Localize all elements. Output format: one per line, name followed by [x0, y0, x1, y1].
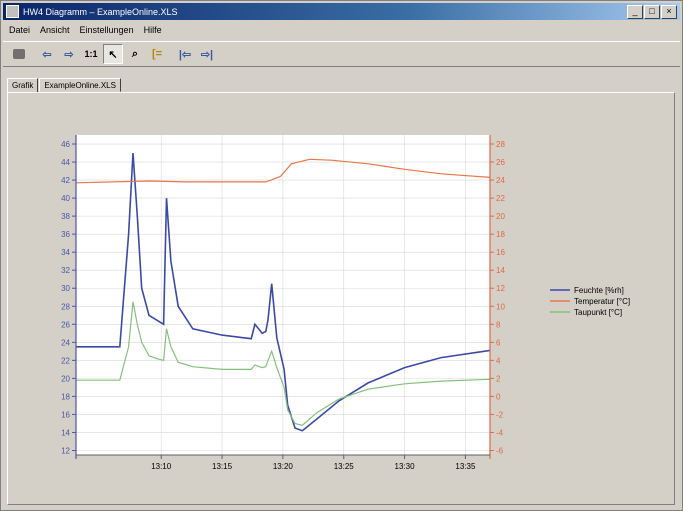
x-tick-label: 13:25	[334, 462, 355, 471]
one-to-one-icon: 1:1	[84, 49, 98, 59]
right-tick-label: 20	[496, 212, 505, 221]
menu-ansicht[interactable]: Ansicht	[40, 25, 70, 35]
right-tick-label: 12	[496, 284, 505, 293]
left-tick-label: 22	[61, 356, 70, 365]
close-button[interactable]: ×	[661, 5, 677, 19]
left-tick-label: 44	[61, 158, 70, 167]
left-tick-label: 14	[61, 428, 70, 437]
printer-icon	[13, 49, 25, 59]
minimize-button[interactable]: _	[627, 5, 643, 19]
chart: 121416182022242628303234363840424446-6-4…	[61, 135, 630, 471]
right-tick-label: 28	[496, 140, 505, 149]
series-line-temperatur	[75, 158, 491, 184]
left-tick-label: 32	[61, 266, 70, 275]
print-button[interactable]	[9, 44, 29, 64]
left-tick-label: 40	[61, 194, 70, 203]
tab-exampleonline[interactable]: ExampleOnline.XLS	[39, 78, 121, 92]
go-end-icon: ⇨|	[200, 48, 214, 61]
left-tick-label: 16	[61, 410, 70, 419]
zoom-tool-button[interactable]: ⌕	[125, 44, 145, 64]
left-tick-label: 42	[61, 176, 70, 185]
bracket-icon: [=	[151, 48, 163, 60]
left-tick-label: 20	[61, 374, 70, 383]
arrow-right-icon: ⇨	[64, 48, 74, 61]
zoom-reset-button[interactable]: 1:1	[81, 44, 101, 64]
right-tick-label: -2	[496, 410, 504, 419]
left-tick-label: 30	[61, 284, 70, 293]
series-line-taupunkt	[76, 301, 491, 426]
right-tick-label: 8	[496, 320, 501, 329]
right-tick-label: 26	[496, 158, 505, 167]
maximize-button[interactable]: □	[644, 5, 660, 19]
forward-button[interactable]: ⇨	[59, 44, 79, 64]
right-tick-label: 14	[496, 266, 505, 275]
go-start-icon: |⇦	[178, 48, 192, 61]
left-tick-label: 12	[61, 446, 70, 455]
x-tick-label: 13:35	[455, 462, 476, 471]
x-tick-label: 13:15	[212, 462, 233, 471]
arrow-left-icon: ⇦	[42, 48, 52, 61]
right-tick-label: -6	[496, 446, 504, 455]
menu-datei[interactable]: Datei	[9, 25, 31, 35]
menu-einstellungen[interactable]: Einstellungen	[79, 25, 134, 35]
app-icon	[6, 5, 19, 18]
right-tick-label: 2	[496, 374, 501, 383]
x-tick-label: 13:20	[273, 462, 294, 471]
toolbar: ⇦ ⇨ 1:1 ↖ ⌕ [= |⇦ ⇨|	[3, 41, 680, 67]
tab-grafik[interactable]: Grafik	[7, 78, 39, 92]
left-tick-label: 36	[61, 230, 70, 239]
right-tick-label: -4	[496, 428, 504, 437]
menu-bar: Datei Ansicht Einstellungen Hilfe	[3, 22, 162, 38]
right-tick-label: 0	[496, 392, 501, 401]
left-tick-label: 26	[61, 320, 70, 329]
right-tick-label: 22	[496, 194, 505, 203]
cursor-icon: ↖	[108, 48, 118, 61]
left-tick-label: 46	[61, 140, 70, 149]
right-tick-label: 18	[496, 230, 505, 239]
x-tick-label: 13:10	[151, 462, 172, 471]
chart-panel: 12 14 16 18 20 22 24 26 28 30 32 34 36 38 40 42 44 46 -6 -4…	[7, 92, 675, 505]
legend-label-taupunkt: Taupunkt [°C]	[574, 308, 622, 317]
magnifier-icon: ⌕	[131, 47, 139, 60]
right-tick-label: 16	[496, 248, 505, 257]
tab-strip: Grafik ExampleOnline.XLS	[7, 78, 122, 92]
left-tick-label: 34	[61, 248, 70, 257]
legend-label-temperatur: Temperatur [°C]	[574, 297, 630, 306]
right-tick-label: 10	[496, 302, 505, 311]
window-title: HW4 Diagramm – ExampleOnline.XLS	[23, 6, 178, 17]
marker-tool-button[interactable]: [=	[147, 44, 167, 64]
go-end-button[interactable]: ⇨|	[197, 44, 217, 64]
left-tick-label: 24	[61, 338, 70, 347]
series-line-feuchte	[76, 152, 491, 432]
x-tick-label: 13:30	[395, 462, 416, 471]
right-tick-label: 6	[496, 338, 501, 347]
go-start-button[interactable]: |⇦	[175, 44, 195, 64]
back-button[interactable]: ⇦	[37, 44, 57, 64]
left-tick-label: 18	[61, 392, 70, 401]
left-tick-label: 38	[61, 212, 70, 221]
right-tick-label: 24	[496, 176, 505, 185]
right-tick-label: 4	[496, 356, 501, 365]
pointer-tool-button[interactable]: ↖	[103, 44, 123, 64]
legend-label-feuchte: Feuchte [%rh]	[574, 286, 624, 295]
menu-hilfe[interactable]: Hilfe	[143, 25, 162, 35]
left-tick-label: 28	[61, 302, 70, 311]
title-bar: HW4 Diagramm – ExampleOnline.XLS _ □ ×	[3, 3, 680, 20]
